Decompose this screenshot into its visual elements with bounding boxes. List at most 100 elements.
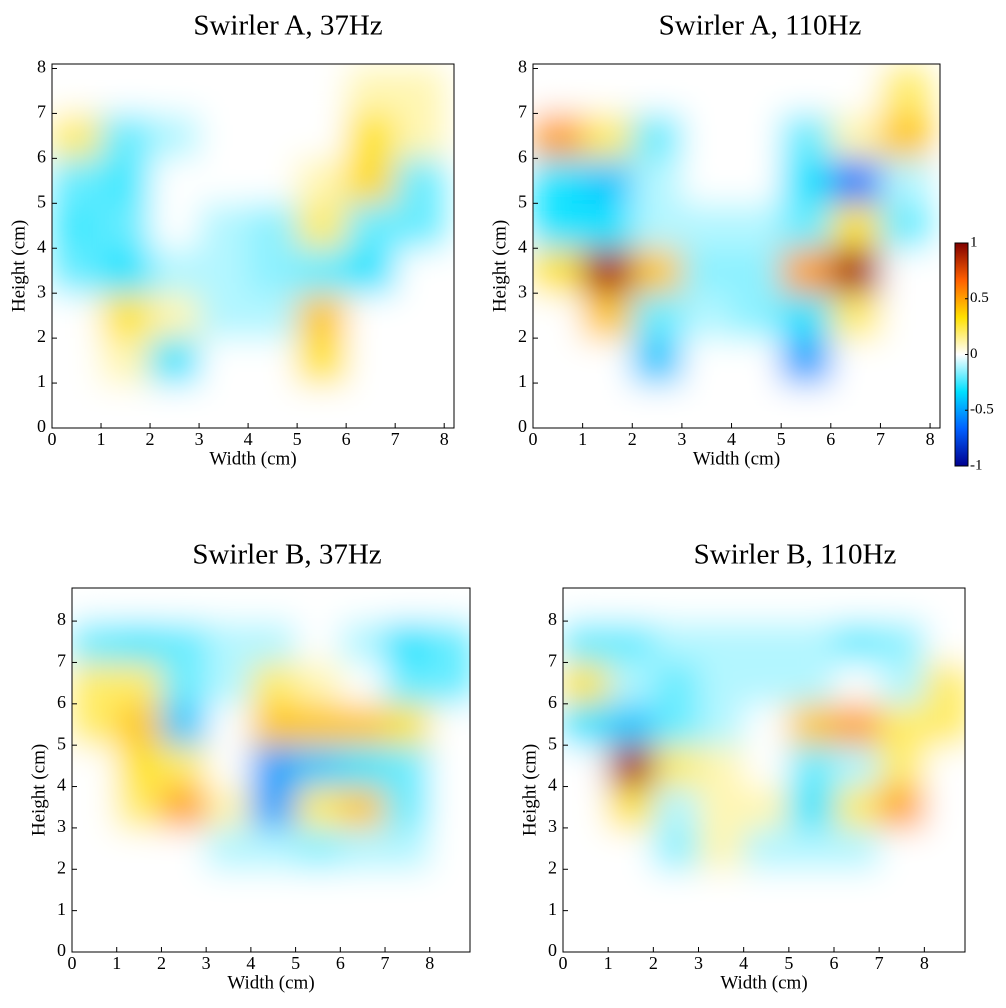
y-tick-label: 7 [518,102,527,122]
heatmap-cell [879,621,925,663]
colorbar-tick-label: 1 [970,234,978,250]
heatmap-cell [830,68,881,114]
y-tick-label: 7 [37,102,46,122]
heatmap-cell [297,338,347,384]
colorbar-tick-label: -0.5 [970,402,994,418]
y-tick-label: 0 [57,940,66,960]
heatmap-cell [632,113,683,159]
x-tick-label: 6 [342,429,351,449]
panel-title: Swirler B, 110Hz [694,539,897,571]
heatmap-cell [161,621,207,663]
heatmap-cell [206,703,252,746]
heatmap-cells [533,68,931,428]
heatmap-cell [698,745,745,788]
heatmap-cell [116,703,162,746]
heatmap-cell [632,158,683,204]
heatmap-cell [295,827,341,870]
heatmap-cell [834,703,880,746]
heatmap-cell [608,827,654,870]
heatmap-cell [72,745,118,788]
heatmap-cell [429,621,470,663]
x-tick-label: 4 [727,429,736,449]
heatmap-cell [608,662,654,705]
heatmap-cell [743,910,790,952]
heatmap-cell [653,703,700,746]
heatmap-cell [250,588,297,622]
y-tick-label: 6 [548,692,557,712]
heatmap-cell [731,68,782,114]
y-tick-label: 4 [37,236,46,256]
heatmap-cell [346,338,396,384]
heatmap-cell [199,113,249,159]
heatmap-cell [788,869,835,912]
heatmap-cell [924,703,965,746]
heatmap-cell [295,662,341,705]
heatmap-cells [72,588,470,952]
heatmap-cell [830,248,881,294]
x-tick-label: 0 [48,429,57,449]
heatmap-cell [533,113,584,159]
heatmap-cell [834,869,880,912]
heatmap-cell [248,338,298,384]
heatmap-cell [653,662,700,705]
heatmap-cell [385,588,431,622]
y-tick-label: 6 [57,692,66,712]
heatmap-cell [879,703,925,746]
heatmap [52,68,445,428]
heatmap-cell [295,786,341,829]
y-tick-label: 8 [57,609,66,629]
heatmap-cell [924,621,965,663]
heatmap-cell [653,869,700,912]
heatmap-cell [250,869,297,912]
heatmap-cell [880,293,931,339]
x-tick-label: 2 [628,429,637,449]
heatmap-cell [781,338,832,384]
y-tick-label: 7 [548,651,557,671]
y-tick-label: 1 [57,899,66,919]
heatmap-cell [834,745,880,788]
x-tick-label: 6 [826,429,835,449]
heatmap-cell [681,158,733,204]
heatmap-cell [608,745,654,788]
heatmap-cell [731,248,782,294]
heatmap-cell [295,588,341,622]
heatmap-cell [295,869,341,912]
y-tick-label: 0 [548,940,557,960]
heatmap-cell [116,786,162,829]
y-tick-label: 3 [37,281,46,301]
heatmap-cell [429,910,470,952]
heatmap-cell [395,248,445,294]
x-tick-label: 7 [381,953,390,973]
heatmap-cell [52,338,102,384]
heatmap-cell [161,745,207,788]
heatmap-cell [346,113,396,159]
heatmap-cell [743,703,790,746]
x-tick-label: 2 [157,953,166,973]
heatmap-cell [101,158,151,204]
heatmap-cell [582,338,633,384]
heatmap-cell [533,158,584,204]
heatmap-cell [880,158,931,204]
heatmap-cell [681,68,733,114]
heatmap-cell [248,293,298,339]
heatmap-cell [199,293,249,339]
heatmap-cell [52,383,102,428]
heatmap-cell [199,383,249,428]
y-tick-label: 6 [518,146,527,166]
heatmap-cell [150,248,200,294]
heatmap-cell [72,827,118,870]
x-axis-label: Width (cm) [209,448,296,469]
heatmap-cell [116,588,162,622]
heatmap-cell [395,293,445,339]
axes-box [562,587,966,953]
heatmap-cell [563,910,609,952]
heatmap-cell [788,621,835,663]
heatmap-cell [681,293,733,339]
heatmap-cell [879,827,925,870]
heatmap-cell [781,383,832,428]
heatmap-cell [830,203,881,249]
heatmap-cell [250,745,297,788]
x-tick-label: 7 [876,429,885,449]
heatmap-cell [72,662,118,705]
heatmap-cell [248,203,298,249]
